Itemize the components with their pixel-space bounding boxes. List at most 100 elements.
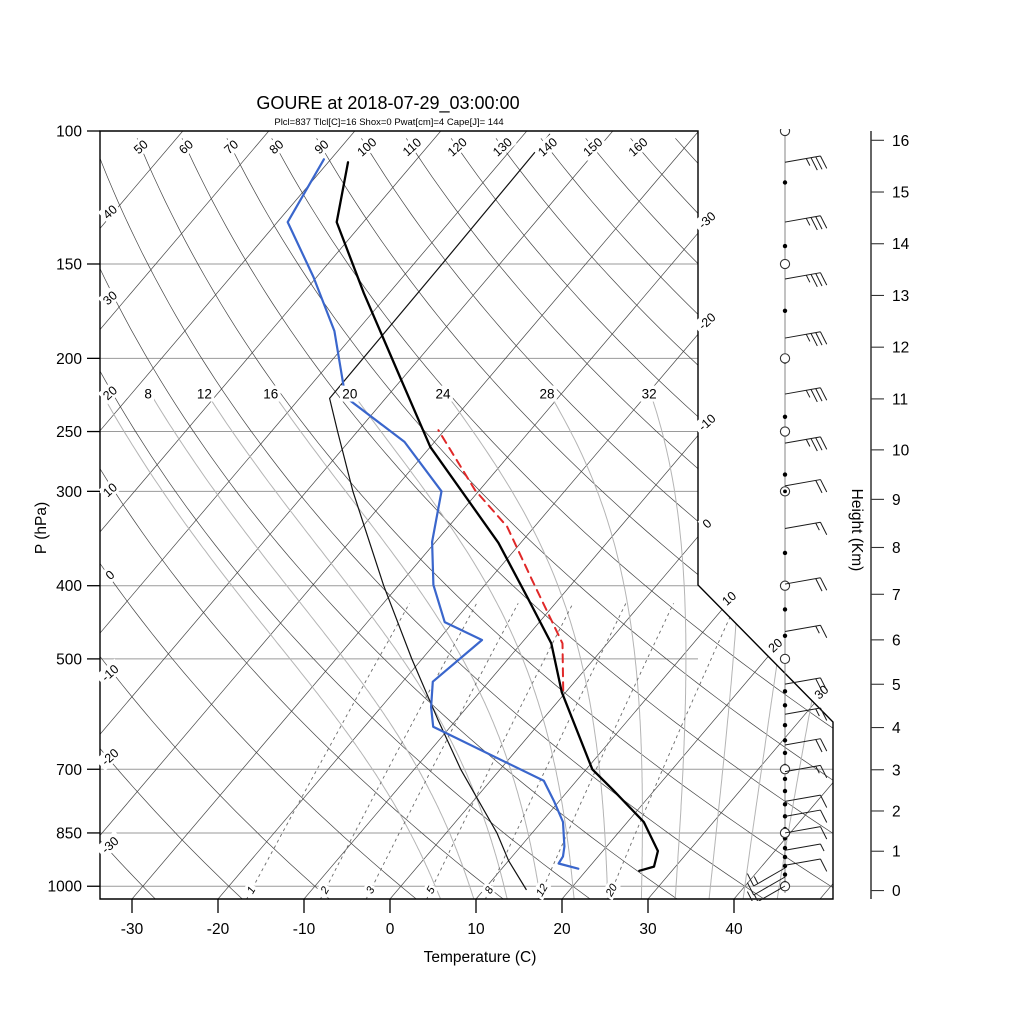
dry-adiabat-label-top: 130 — [487, 132, 517, 161]
wind-level-circle — [779, 426, 791, 437]
dry-adiabat-label-left: 10 — [97, 478, 122, 502]
mixing-ratio-line — [319, 603, 478, 899]
wind-level-dot — [782, 414, 788, 419]
wind-barb — [784, 707, 828, 721]
dry-adiabat-label-top: 100 — [352, 132, 382, 161]
wind-level-dot — [782, 308, 788, 313]
wind-level-circle — [779, 353, 791, 364]
wind-level-dot — [782, 243, 788, 249]
wind-barb — [746, 867, 786, 887]
svg-text:24: 24 — [436, 387, 452, 402]
dry-adiabat-line — [495, 138, 833, 899]
dry-adiabat-label-left: 40 — [97, 200, 122, 224]
mixing-ratio-line — [607, 603, 737, 899]
wind-level-circle — [779, 764, 791, 775]
height-tick-label: 13 — [892, 288, 909, 305]
svg-text:80: 80 — [267, 137, 287, 157]
wind-barb — [784, 677, 828, 692]
height-tick-label: 4 — [892, 720, 901, 737]
temperature-tick-label: 20 — [553, 921, 571, 938]
isotherm-line — [100, 131, 442, 899]
height-tick-label: 16 — [892, 133, 909, 150]
moist-adiabat-label: 12 — [194, 385, 215, 402]
moist-adiabat-label: 32 — [639, 385, 659, 402]
wind-level-dot — [782, 180, 788, 185]
dry-adiabat-line — [100, 138, 332, 899]
moist-adiabat-label: 16 — [260, 385, 281, 402]
temperature-tick-label: -30 — [121, 921, 144, 938]
dry-adiabat-label-top: 140 — [532, 132, 562, 161]
moist-adiabat-line — [203, 389, 509, 899]
wind-barb — [784, 155, 828, 171]
mixing-ratio-label: 5 — [422, 882, 439, 898]
moist-adiabat-line — [546, 389, 643, 899]
isotherm-line — [733, 131, 833, 899]
dry-adiabat-line — [406, 138, 833, 899]
height-tick-label: 5 — [892, 677, 901, 694]
dry-adiabat-line — [181, 138, 833, 899]
dry-adiabat-line — [100, 138, 593, 899]
pressure-tick-label: 300 — [56, 484, 82, 501]
wind-level-circle — [779, 827, 791, 839]
dry-adiabat-line — [100, 138, 245, 899]
wind-barb — [784, 843, 825, 852]
dry-adiabat-label-top: 50 — [128, 135, 153, 159]
svg-text:20: 20 — [766, 636, 786, 656]
height-tick-label: 3 — [892, 762, 901, 779]
wind-level-dot — [782, 607, 788, 612]
pressure-tick-label: 100 — [56, 124, 82, 141]
mixing-ratio-line — [245, 603, 410, 899]
dry-adiabat-label-top: 120 — [442, 132, 472, 161]
wind-barb-column — [746, 129, 828, 901]
dry-adiabat-line — [540, 138, 833, 899]
dry-adiabat-line — [136, 138, 833, 899]
isotherm-line — [100, 131, 614, 899]
mixing-ratio-label: 8 — [480, 882, 497, 898]
y-axis-title: P (hPa) — [33, 502, 50, 554]
wind-level-dot — [782, 776, 788, 782]
height-tick-label: 6 — [892, 632, 901, 649]
height-tick-label: 14 — [892, 236, 910, 253]
wind-barb — [784, 387, 828, 403]
wind-barb — [746, 876, 786, 896]
temperature-tick-label: 40 — [725, 921, 743, 938]
wind-barb — [784, 826, 828, 840]
temperature-tick-label: -20 — [207, 921, 230, 938]
svg-text:12: 12 — [197, 387, 212, 402]
svg-text:90: 90 — [312, 137, 332, 157]
wind-level-circle — [779, 653, 791, 665]
wind-barb — [784, 794, 828, 808]
svg-text:10: 10 — [100, 480, 120, 500]
isotherm-label-right: -10 — [692, 408, 722, 437]
dry-adiabat-line — [271, 138, 833, 899]
isotherm-line — [100, 131, 270, 899]
dry-adiabat-line — [100, 138, 767, 899]
svg-text:1: 1 — [245, 885, 258, 896]
pressure-tick-label: 200 — [56, 351, 82, 368]
dry-adiabat-line — [630, 138, 833, 899]
moist-adiabat-line — [100, 389, 443, 899]
isotherm-label-bevel: 10 — [717, 586, 741, 610]
height-tick-label: 15 — [892, 185, 909, 202]
isotherm-line — [100, 131, 528, 899]
dry-adiabat-line — [100, 138, 506, 899]
wind-level-dot — [782, 738, 788, 743]
mixing-ratio-line — [484, 603, 627, 899]
wind-level-dot — [782, 802, 788, 807]
wind-barb — [784, 809, 828, 823]
isotherm-line — [131, 131, 786, 899]
moist-adiabat-label: 8 — [142, 385, 154, 402]
dry-adiabat-line — [100, 138, 680, 899]
moist-adiabat-label: 28 — [537, 385, 557, 402]
dry-adiabat-label-top: 70 — [219, 135, 243, 159]
pressure-tick-label: 1000 — [48, 879, 83, 896]
x-axis-title: Temperature (C) — [424, 949, 537, 966]
pressure-tick-label: 700 — [56, 762, 82, 779]
height-tick-label: 7 — [892, 587, 901, 604]
isotherm-label-right: 0 — [697, 514, 716, 533]
isotherm-line — [303, 131, 833, 899]
isotherm-line — [100, 131, 356, 899]
mixing-ratio-label: 20 — [601, 879, 621, 901]
mixing-ratio-label: 12 — [531, 879, 552, 901]
